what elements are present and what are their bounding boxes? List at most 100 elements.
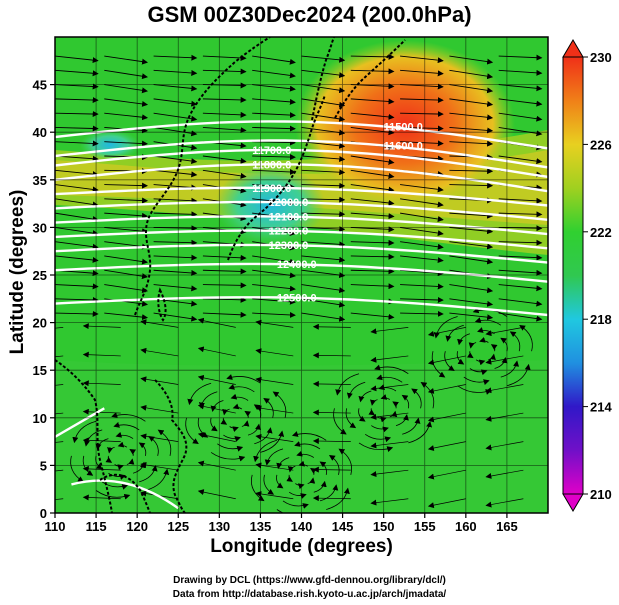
streamline <box>252 255 296 265</box>
streamline <box>126 458 135 465</box>
streamline <box>506 363 531 387</box>
x-axis: 110 115 120 125 130 135 140 145 150 155 160 165 <box>45 513 518 534</box>
streamline <box>498 312 543 322</box>
streamline <box>301 182 346 189</box>
streamline <box>400 226 444 237</box>
streamline <box>449 140 494 147</box>
streamline <box>228 383 255 393</box>
streamline <box>153 155 198 165</box>
streamline <box>301 298 346 308</box>
contour-label: 12300.0 <box>269 240 309 252</box>
streamline <box>312 466 351 473</box>
streamline <box>377 416 387 423</box>
streamline <box>427 498 466 509</box>
streamline <box>301 211 346 218</box>
streamline <box>498 54 543 61</box>
streamline <box>55 296 99 303</box>
streamline <box>255 491 294 500</box>
streamline <box>498 84 543 92</box>
streamline <box>449 69 494 80</box>
streamline <box>350 212 395 220</box>
streamline <box>335 373 360 396</box>
streamline <box>380 394 391 400</box>
streamline <box>431 351 446 378</box>
streamline <box>444 351 455 371</box>
coastline-kamchatka <box>334 39 406 119</box>
streamline <box>498 211 543 218</box>
streamline <box>456 351 465 365</box>
streamline <box>395 414 409 426</box>
contour-label: 11500.0 <box>384 121 423 133</box>
streamline <box>104 84 149 94</box>
streamline <box>400 212 444 222</box>
streamline <box>312 409 351 416</box>
streamline <box>307 477 316 484</box>
height-contour <box>55 407 105 438</box>
streamline <box>449 112 494 121</box>
streamline <box>350 239 395 246</box>
streamline <box>108 472 126 480</box>
streamline <box>370 441 409 449</box>
streamline <box>210 400 224 412</box>
wind-streamlines <box>55 53 543 513</box>
streamline <box>312 495 351 502</box>
streamline <box>202 254 247 261</box>
contour-label: 12400.0 <box>277 259 317 271</box>
streamline <box>427 441 466 451</box>
streamline <box>301 55 346 63</box>
streamline <box>82 380 121 387</box>
streamline <box>301 84 346 94</box>
streamline <box>117 441 128 448</box>
streamline <box>55 111 99 118</box>
streamline <box>282 500 309 509</box>
streamline <box>255 376 294 385</box>
streamline <box>301 69 346 79</box>
streamline <box>82 408 121 415</box>
y-tick-label: 20 <box>33 316 47 331</box>
colorbar-gradient <box>562 56 584 495</box>
streamline <box>466 351 474 359</box>
streamline <box>295 483 305 490</box>
y-tick-label: 40 <box>33 125 47 140</box>
streamline <box>276 509 312 513</box>
streamline <box>104 312 149 321</box>
streamline <box>312 323 351 330</box>
streamline <box>252 55 296 65</box>
streamline <box>370 327 409 335</box>
streamline <box>247 423 261 436</box>
streamline <box>55 155 99 162</box>
colorbar-tick-label: 214 <box>590 400 612 415</box>
streamline <box>498 239 543 246</box>
streamline <box>276 474 284 489</box>
streamline <box>498 126 543 137</box>
streamline <box>374 364 409 375</box>
coastline-taiwan <box>157 287 167 322</box>
streamline <box>202 126 247 134</box>
streamline <box>55 125 99 132</box>
streamline <box>498 112 543 122</box>
streamline <box>350 169 395 179</box>
streamline <box>104 112 149 121</box>
streamline <box>107 446 115 454</box>
streamline <box>101 481 129 490</box>
streamline <box>301 155 346 162</box>
streamline <box>370 399 378 406</box>
streamline <box>129 448 137 456</box>
streamline <box>400 283 444 290</box>
streamline <box>140 376 179 385</box>
streamline <box>350 184 395 193</box>
streamline <box>498 155 543 165</box>
streamline <box>197 374 236 385</box>
streamline <box>252 84 296 92</box>
x-tick-label: 115 <box>86 519 107 534</box>
streamline <box>312 352 351 359</box>
chart-title: GSM 00Z30Dec2024 (200.0hPa) <box>147 2 472 27</box>
streamline <box>498 298 543 307</box>
streamline <box>104 140 149 147</box>
streamline <box>498 98 543 107</box>
streamline <box>55 412 64 415</box>
coastline-philippines <box>154 379 188 513</box>
streamline <box>301 312 346 322</box>
streamline <box>153 126 198 137</box>
streamline <box>498 254 543 261</box>
